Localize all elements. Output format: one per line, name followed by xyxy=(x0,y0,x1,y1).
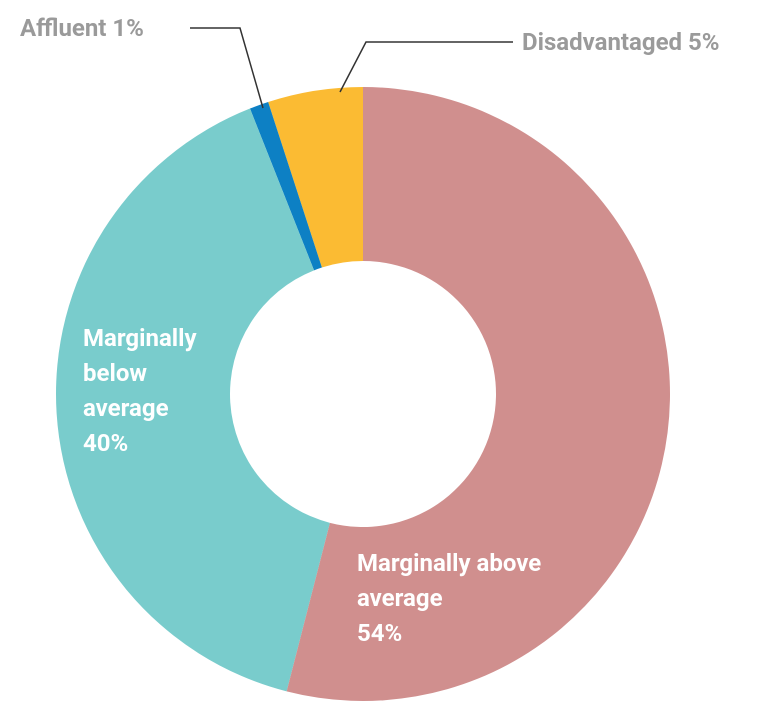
value-label: 1% xyxy=(112,14,144,42)
category-label: Marginally above average xyxy=(357,549,542,612)
slice xyxy=(55,108,330,692)
slice-label: Affluent 1% xyxy=(20,14,144,42)
leader-line xyxy=(190,27,264,109)
slice xyxy=(268,87,363,268)
value-label: 40% xyxy=(83,429,129,457)
category-label: Affluent xyxy=(20,14,107,42)
category-label: Marginally below average xyxy=(83,324,197,422)
slice-label: Marginally below average 40% xyxy=(83,321,233,461)
slice-label: Disadvantaged 5% xyxy=(522,28,720,56)
category-label: Disadvantaged xyxy=(522,28,683,56)
slice-label: Marginally above average 54% xyxy=(357,546,597,651)
slice xyxy=(286,87,671,702)
leader-line xyxy=(339,41,513,93)
value-label: 5% xyxy=(688,28,720,56)
value-label: 54% xyxy=(357,619,403,647)
slice xyxy=(249,102,322,271)
